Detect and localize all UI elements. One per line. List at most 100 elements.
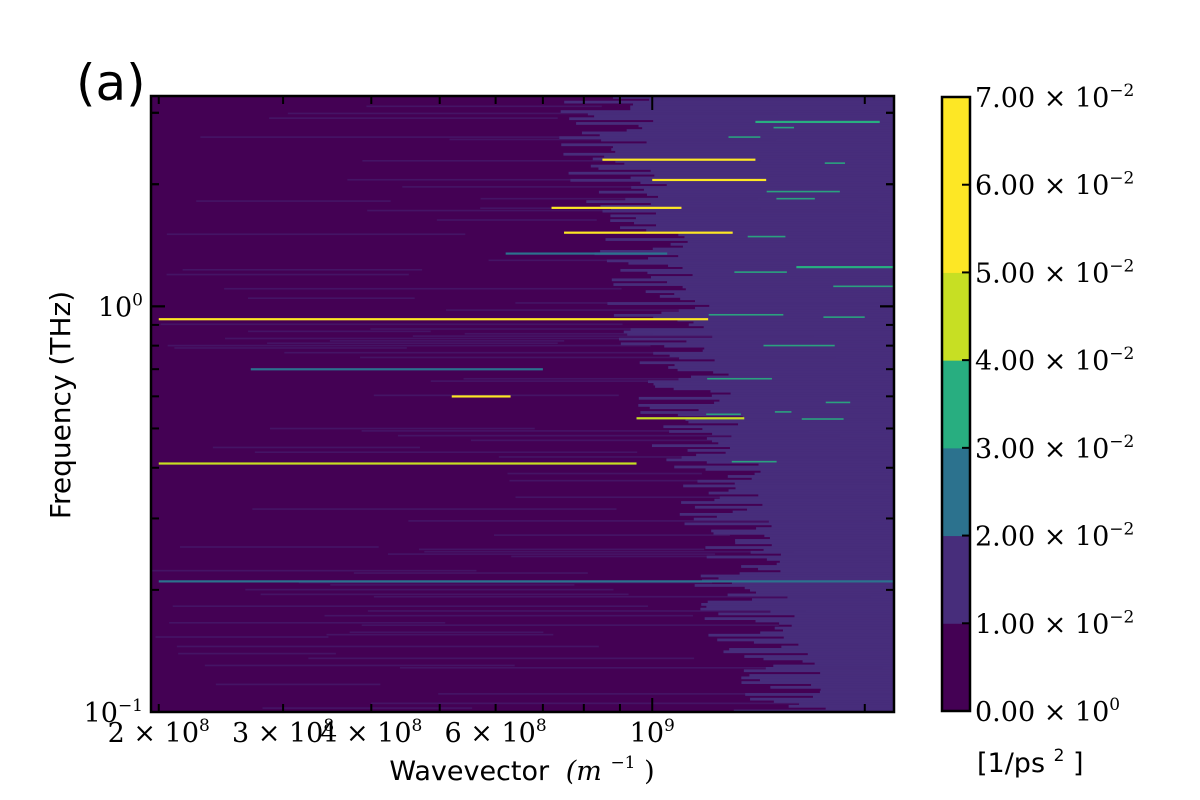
heatmap-streak (254, 451, 638, 454)
heatmap-region (807, 652, 894, 656)
heatmap-bright-lines (158, 120, 895, 583)
x-axis-label-text: Wavevector (389, 756, 550, 787)
colorbar-tick-label-exponent: −2 (1109, 169, 1134, 189)
heatmap-region (568, 171, 894, 175)
x-axis-label-exponent: −1 (610, 753, 635, 773)
heatmap-region (695, 306, 894, 310)
heatmap-region (620, 226, 894, 230)
heatmap-region (643, 188, 894, 192)
heatmap-region (652, 247, 894, 251)
heatmap-region (718, 576, 894, 580)
heatmap-region (812, 695, 894, 699)
y-tick-label: 100 (98, 290, 143, 323)
heatmap-region (626, 129, 894, 132)
heatmap-region (802, 659, 894, 663)
heatmap-streak (308, 657, 695, 660)
heatmap-streak (509, 479, 894, 482)
heatmap-region (611, 278, 894, 282)
heatmap-line (505, 252, 668, 255)
heatmap-region (612, 96, 894, 99)
colorbar-tick-label-mantissa: 2.00 × 10 (975, 522, 1109, 553)
heatmap-region (706, 605, 894, 609)
heatmap-streak (269, 117, 558, 119)
heatmap-region (564, 100, 894, 104)
heatmap-region (650, 169, 894, 173)
heatmap-streak (436, 219, 597, 221)
heatmap-region (708, 491, 894, 495)
heatmap-region (628, 261, 894, 265)
heatmap-region (711, 394, 894, 398)
heatmap-region (680, 297, 894, 301)
heatmap-region (630, 176, 894, 180)
x-tick-label: 4 × 108 (320, 716, 422, 749)
heatmap-region (702, 349, 894, 353)
heatmap-region (798, 643, 894, 647)
heatmap-streak (373, 595, 871, 598)
heatmap-region (694, 505, 894, 509)
colorbar-tick-label-mantissa: 1.00 × 10 (975, 609, 1109, 640)
colorbar-tick-label-exponent: −2 (1109, 520, 1134, 540)
heatmap-region (682, 245, 894, 249)
heatmap-streak (172, 605, 648, 608)
heatmap-streak (262, 707, 473, 709)
colorbar-tick-label-mantissa: 3.00 × 10 (975, 434, 1109, 465)
heatmap-region (706, 555, 894, 559)
heatmap-region (769, 536, 894, 540)
heatmap-region (639, 361, 894, 365)
colorbar-tick-label: 5.00 × 10−2 (975, 256, 1134, 289)
heatmap-line (451, 395, 511, 398)
heatmap-region (697, 479, 894, 483)
colorbar-tick-label: 6.00 × 10−2 (975, 169, 1134, 202)
heatmap-streak (367, 209, 878, 212)
heatmap-region (750, 550, 894, 554)
heatmap-region (764, 534, 894, 538)
heatmap-line (755, 120, 880, 124)
heatmap-region (674, 292, 894, 296)
x-tick-label-exponent: 8 (536, 716, 547, 736)
heatmap-region (779, 560, 894, 564)
y-tick-label-exponent: −1 (118, 696, 143, 716)
heatmap-region (704, 347, 894, 350)
heatmap-streak (361, 624, 779, 626)
x-tick-label: 6 × 108 (445, 716, 547, 749)
heatmap-streak (179, 546, 379, 548)
heatmap-region (782, 629, 894, 632)
heatmap-streak (362, 159, 761, 162)
heatmap-region (763, 548, 894, 552)
heatmap-region (713, 370, 894, 374)
heatmap-region (783, 636, 894, 639)
heatmap-streak (326, 633, 554, 636)
heatmap-region (749, 674, 894, 677)
heatmap-region (719, 399, 894, 403)
heatmap-streak (245, 588, 614, 591)
heatmap-region (586, 200, 894, 204)
heatmap-streak (353, 572, 588, 574)
heatmap-streak (267, 342, 558, 345)
heatmap-region (677, 368, 894, 372)
x-tick-label: 2 × 108 (108, 716, 210, 749)
colorbar-tick-label: 2.00 × 10−2 (975, 520, 1134, 553)
colorbar-unit-label: [1/ps 2 ] (977, 737, 1084, 779)
heatmap-region (741, 676, 894, 680)
heatmap-region (655, 212, 894, 215)
heatmap-region (687, 449, 894, 452)
heatmap-region (759, 678, 894, 682)
heatmap-streak (515, 496, 894, 499)
heatmap-streak (734, 271, 787, 273)
heatmap-region (674, 363, 894, 367)
heatmap-region (611, 148, 894, 151)
heatmap-streak (329, 340, 565, 342)
x-axis-label-close: ) (644, 756, 655, 787)
heatmap-streak (182, 268, 423, 271)
heatmap-region (668, 366, 894, 369)
y-axis-label: Frequency (THz) (44, 291, 77, 519)
heatmap-region (735, 541, 894, 545)
heatmap-region (686, 340, 894, 343)
heatmap-region (649, 406, 894, 410)
heatmap-region (696, 453, 894, 457)
y-tick-label-exponent: 0 (132, 290, 143, 310)
heatmap-region (794, 614, 894, 618)
colorbar-tick-label-mantissa: 6.00 × 10 (975, 171, 1109, 202)
heatmap-region (604, 155, 894, 158)
